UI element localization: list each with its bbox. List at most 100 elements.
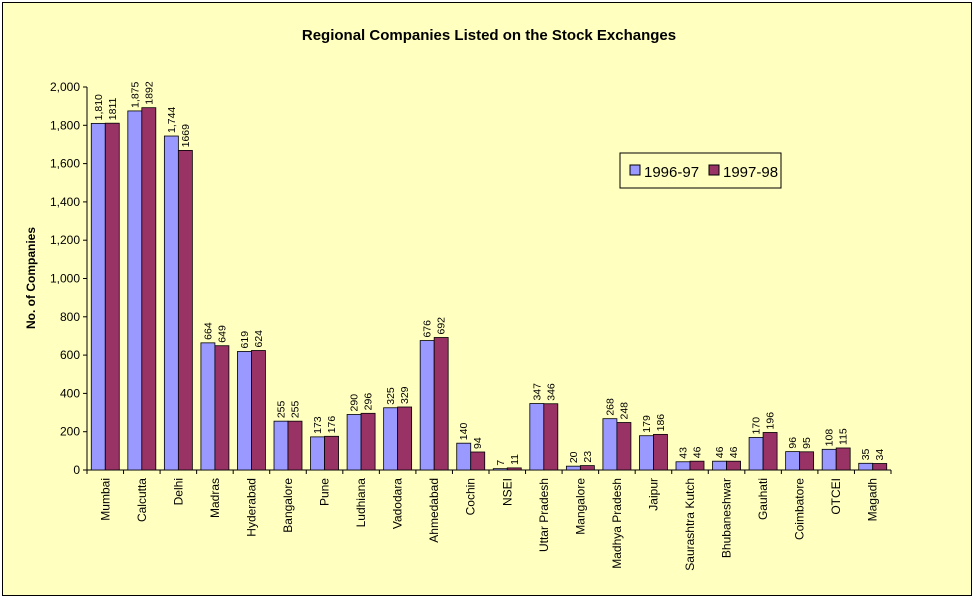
bar-1997-98-coimbatore [799, 451, 815, 471]
data-label-1996-97-magadh: 35 [860, 448, 872, 460]
x-tick-label-vadodara: Vadodara [391, 478, 405, 529]
y-tick-label: 1,400 [50, 195, 80, 209]
bar-1997-98-uttar-pradesh [543, 403, 559, 471]
bar-1997-98-gauhati [762, 432, 778, 471]
x-tick-label-nsei: NSEI [500, 478, 514, 506]
y-tick-label: 200 [60, 425, 80, 439]
data-label-1997-98-cochin: 94 [472, 437, 484, 449]
y-tick-label: 1,200 [50, 233, 80, 247]
bar-1996-97-nsei [492, 468, 508, 471]
bar-1997-98-calcutta [141, 107, 157, 471]
data-label-1997-98-vadodara: 329 [399, 386, 411, 404]
data-label-1996-97-mangalore: 20 [568, 451, 580, 463]
data-label-1996-97-ludhiana: 290 [349, 394, 361, 412]
data-label-1997-98-madras: 649 [216, 325, 228, 343]
bar-1997-98-otcei [835, 447, 851, 471]
data-label-1997-98-magadh: 34 [874, 449, 886, 461]
bar-1997-98-vadodara [397, 406, 413, 471]
chart-title: Regional Companies Listed on the Stock E… [302, 27, 676, 44]
data-label-1996-97-ahmedabad: 676 [422, 320, 434, 338]
data-label-1997-98-ludhiana: 296 [363, 393, 375, 411]
bar-1996-97-coimbatore [785, 451, 801, 471]
data-label-1996-97-coimbatore: 96 [787, 437, 799, 449]
data-label-1997-98-pune: 176 [326, 416, 338, 434]
bar-1997-98-pune [324, 435, 339, 471]
bar-1997-98-madhya-pradesh [616, 422, 632, 471]
data-label-1997-98-jaipur: 186 [655, 414, 667, 432]
x-tick-label-cochin: Cochin [464, 478, 478, 515]
data-label-1997-98-bhubaneshwar: 46 [728, 446, 740, 458]
x-tick-label-magadh: Magadh [866, 478, 880, 521]
bar-1997-98-ahmedabad [433, 337, 449, 471]
legend-label-1996-97: 1996-97 [644, 164, 699, 181]
data-label-1997-98-ahmedabad: 692 [436, 317, 448, 335]
x-tick-label-calcutta: Calcutta [135, 478, 149, 522]
bar-1996-97-mumbai [90, 122, 106, 471]
bar-1996-97-mangalore [565, 465, 581, 471]
legend-swatch-1996-97 [629, 164, 641, 176]
data-label-1996-97-jaipur: 179 [641, 415, 653, 433]
y-tick-label: 0 [73, 463, 80, 477]
data-label-1997-98-bangalore: 255 [290, 400, 302, 418]
x-tick-label-jaipur: Jaipur [646, 478, 660, 511]
y-tick-label: 1,600 [50, 157, 80, 171]
data-label-1996-97-saurashtra-kutch: 43 [678, 447, 690, 459]
bar-1997-98-jaipur [653, 433, 668, 471]
data-label-1997-98-madhya-pradesh: 248 [618, 402, 630, 420]
data-label-1996-97-cochin: 140 [458, 423, 470, 441]
data-label-1996-97-madras: 664 [202, 322, 214, 340]
data-label-1996-97-calcutta: 1,875 [129, 82, 141, 108]
bar-1996-97-uttar-pradesh [529, 403, 545, 471]
bar-1996-97-delhi [163, 135, 179, 471]
x-tick-label-mumbai: Mumbai [98, 478, 112, 521]
legend: 1996-97 1997-98 [619, 152, 782, 189]
x-tick-label-mangalore: Mangalore [573, 478, 587, 535]
x-tick-label-ahmedabad: Ahmedabad [427, 478, 441, 543]
data-label-1997-98-saurashtra-kutch: 46 [692, 446, 704, 458]
data-label-1996-97-bhubaneshwar: 46 [714, 446, 726, 458]
bar-1997-98-hyderabad [251, 350, 266, 471]
bar-1997-98-ludhiana [360, 412, 376, 471]
x-tick-label-saurashtra-kutch: Saurashtra Kutch [683, 478, 697, 571]
x-tick-label-coimbatore: Coimbatore [793, 478, 807, 540]
legend-box [619, 152, 782, 189]
data-label-1997-98-gauhati: 196 [765, 412, 777, 430]
bar-1997-98-mumbai [104, 122, 120, 471]
y-tick-label: 400 [60, 386, 80, 400]
data-label-1997-98-coimbatore: 95 [801, 437, 813, 449]
data-label-1997-98-hyderabad: 624 [253, 330, 265, 348]
bar-1996-97-pune [310, 436, 325, 471]
bar-chart: Regional Companies Listed on the Stock E… [24, 27, 892, 571]
data-label-1996-97-gauhati: 170 [751, 417, 763, 435]
bar-1997-98-madras [214, 345, 230, 471]
bar-1997-98-delhi [177, 149, 193, 471]
data-label-1996-97-pune: 173 [312, 416, 324, 434]
bar-1996-97-saurashtra-kutch [675, 461, 691, 471]
data-label-1996-97-nsei: 7 [495, 460, 507, 466]
data-label-1996-97-otcei: 108 [824, 429, 836, 447]
x-tick-label-gauhati: Gauhati [756, 478, 770, 520]
y-tick-label: 2,000 [50, 80, 80, 94]
bar-1997-98-bangalore [287, 420, 303, 471]
x-tick-label-ludhiana: Ludhiana [354, 478, 368, 528]
y-tick-label: 1,800 [50, 118, 80, 132]
y-axis-label: No. of Companies [24, 227, 38, 329]
data-label-1996-97-bangalore: 255 [276, 400, 288, 418]
data-label-1997-98-mumbai: 1811 [107, 97, 119, 120]
data-label-1997-98-nsei: 11 [509, 454, 521, 465]
bar-1996-97-madhya-pradesh [602, 418, 618, 471]
bar-1997-98-nsei [506, 467, 522, 471]
x-tick-label-bhubaneshwar: Bhubaneshwar [720, 478, 734, 558]
x-tick-label-delhi: Delhi [171, 478, 185, 505]
data-label-1997-98-delhi: 1669 [180, 124, 192, 148]
bar-1996-97-jaipur [639, 435, 654, 471]
data-label-1997-98-uttar-pradesh: 346 [545, 383, 557, 401]
bar-1996-97-magadh [858, 462, 874, 471]
legend-label-1997-98: 1997-98 [723, 164, 778, 181]
bar-1996-97-vadodara [383, 407, 399, 471]
bar-1997-98-bhubaneshwar [726, 460, 741, 471]
y-tick-label: 600 [60, 348, 80, 362]
data-label-1997-98-mangalore: 23 [582, 451, 594, 463]
data-label-1996-97-hyderabad: 619 [239, 331, 251, 349]
bar-1997-98-mangalore [579, 465, 595, 471]
